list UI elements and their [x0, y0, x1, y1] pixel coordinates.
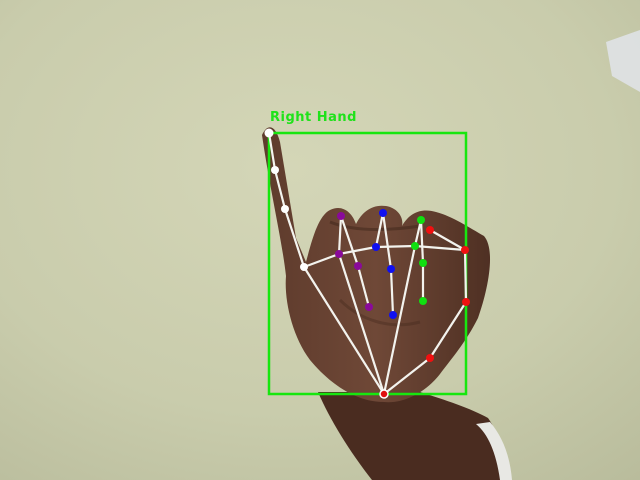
- bone-index-2: [339, 214, 360, 268]
- landmark-ring-dip: [419, 259, 427, 267]
- hand-skeleton: [267, 131, 468, 396]
- bone-thumb-3: [273, 168, 287, 211]
- bone-thumb-2: [283, 207, 306, 269]
- bone-middle-1: [374, 211, 385, 249]
- landmark-middle-dip: [387, 265, 395, 273]
- hand-label: Right Hand: [270, 110, 357, 125]
- bone-pinky-3: [428, 300, 468, 360]
- landmark-thumb-cmc: [300, 263, 308, 271]
- landmark-pinky-pip: [426, 226, 434, 234]
- bone-thumb-1: [302, 265, 386, 396]
- hand-silhouette: [262, 127, 491, 403]
- landmark-wrist: [379, 389, 389, 399]
- bone-index-1: [337, 214, 343, 256]
- corner-object: [606, 30, 640, 92]
- landmark-pinky-mcp: [461, 246, 469, 254]
- landmark-ring-tip: [419, 297, 427, 305]
- landmark-ring-mcp: [411, 242, 419, 250]
- landmark-ring-pip: [417, 216, 425, 224]
- wrist-band: [476, 422, 512, 480]
- bone-wrist-middle: [382, 244, 417, 396]
- landmark-middle-mcp: [372, 243, 380, 251]
- hand-landmarks: [264, 128, 470, 399]
- bone-index-3: [356, 264, 371, 309]
- landmark-index-mcp: [335, 250, 343, 258]
- bone-pinky-2: [463, 248, 468, 304]
- palm-crease: [338, 298, 421, 327]
- bone-middle-2: [381, 211, 393, 271]
- bone-palm-middle-ring: [374, 244, 417, 249]
- forearm: [318, 392, 510, 480]
- landmark-thumb-mcp: [281, 205, 289, 213]
- landmark-index-tip: [365, 303, 373, 311]
- landmark-pinky-tip: [426, 354, 434, 362]
- knuckle-shadow: [329, 220, 421, 231]
- bone-wrist-pinky: [382, 356, 432, 396]
- landmark-index-dip: [354, 262, 362, 270]
- bone-palm-thumb-index: [302, 252, 341, 269]
- landmark-pinky-dip: [462, 298, 470, 306]
- bone-ring-1: [413, 218, 423, 248]
- bone-thumb-4: [267, 131, 277, 172]
- landmark-thumb-ip: [271, 166, 279, 174]
- landmark-middle-tip: [389, 311, 397, 319]
- bone-middle-3: [389, 267, 395, 317]
- landmark-thumb-tip: [264, 128, 274, 138]
- landmark-middle-pip: [379, 209, 387, 217]
- landmark-index-pip: [337, 212, 345, 220]
- bone-wrist-index: [337, 252, 386, 396]
- bone-palm-index-middle: [337, 245, 378, 256]
- bone-pinky-1: [428, 228, 467, 252]
- bone-ring-2: [419, 218, 425, 265]
